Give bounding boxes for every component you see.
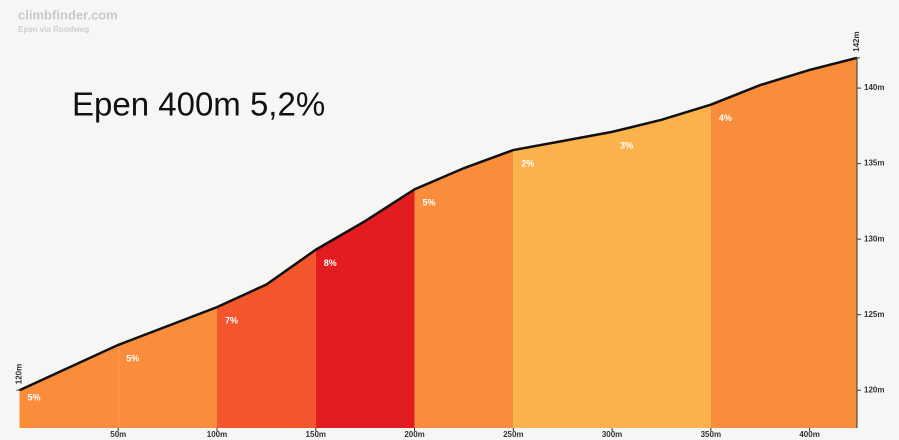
grade-segment [612, 104, 711, 428]
x-tick-label: 400m [799, 430, 819, 439]
grade-segment [118, 307, 218, 428]
grade-segment [217, 249, 316, 428]
grade-label: 4% [719, 113, 732, 123]
y-tick-label: 135m [864, 159, 884, 168]
plot: 5% 5% 7% 8% 5% 2% 3% 4% 120m 125m 130m 135m 140m 50m 1… [15, 31, 885, 439]
x-tick-label: 250m [503, 430, 523, 439]
y-tick-label: 130m [864, 234, 884, 243]
brand: climbfinder.com [18, 7, 118, 22]
y-tick-label: 140m [864, 83, 884, 92]
x-tick-label: 50m [110, 430, 126, 439]
grade-label: 5% [126, 353, 139, 363]
grade-label: 8% [324, 258, 337, 268]
chart-title: Epen 400m 5,2% [72, 86, 325, 123]
y-tick-label: 120m [864, 385, 884, 394]
subtitle: Epen via Roodweg [18, 25, 89, 34]
endpoint-label: 120m [15, 364, 24, 384]
grade-segment [513, 131, 613, 428]
grade-segment [414, 150, 514, 428]
grade-label: 5% [423, 198, 436, 208]
profile-line [18, 56, 858, 392]
grade-segment [19, 344, 119, 428]
x-tick-label: 150m [306, 430, 326, 439]
endpoint-label: 142m [852, 31, 861, 51]
x-tick-label: 100m [207, 430, 227, 439]
x-tick-label: 300m [602, 430, 622, 439]
x-tick-label: 350m [701, 430, 721, 439]
grade-segment [710, 57, 857, 428]
grade-label: 3% [620, 140, 633, 150]
grade-label: 5% [28, 392, 41, 402]
grade-label: 2% [521, 158, 534, 168]
grade-segment [315, 189, 415, 428]
y-tick-label: 125m [864, 310, 884, 319]
x-tick-label: 200m [404, 430, 424, 439]
grade-label: 7% [225, 316, 238, 326]
